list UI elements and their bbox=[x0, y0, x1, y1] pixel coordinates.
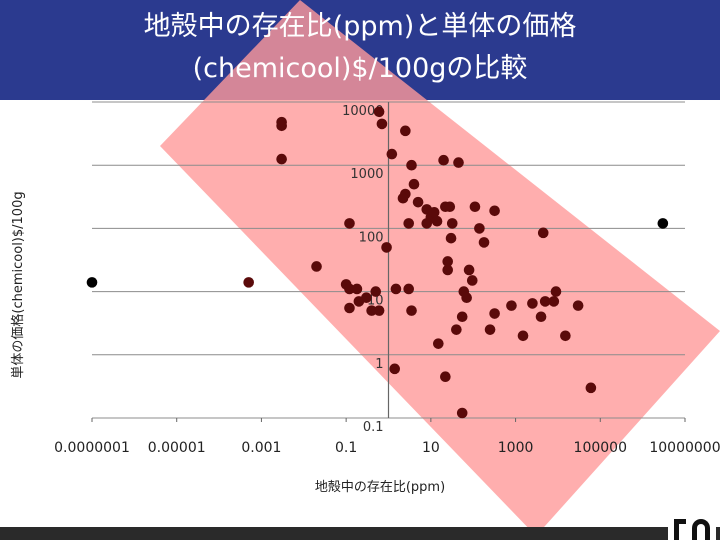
data-point bbox=[550, 286, 562, 297]
data-point bbox=[456, 407, 468, 419]
data-point bbox=[489, 308, 500, 319]
data-point bbox=[344, 283, 355, 295]
data-point bbox=[453, 157, 464, 168]
y-tick-label: 100 bbox=[359, 230, 384, 245]
data-point bbox=[86, 277, 98, 288]
data-point bbox=[445, 232, 457, 244]
y-axis-title: 単体の価格(chemicool)$/100g bbox=[10, 191, 26, 378]
data-point bbox=[373, 106, 385, 118]
y-tick-label: 1000 bbox=[350, 167, 383, 182]
data-point bbox=[376, 118, 388, 130]
x-tick-label: 10000000 bbox=[649, 440, 720, 456]
data-point bbox=[466, 275, 478, 286]
footer-strip bbox=[0, 527, 720, 540]
data-point bbox=[548, 296, 560, 307]
data-point bbox=[431, 215, 443, 227]
data-point bbox=[397, 192, 409, 204]
data-point bbox=[478, 237, 490, 248]
data-point bbox=[474, 223, 485, 234]
y-tick-label: 1 bbox=[375, 357, 383, 372]
data-point bbox=[406, 305, 417, 316]
data-point bbox=[370, 286, 382, 297]
data-point bbox=[421, 218, 433, 229]
corner-logo bbox=[668, 515, 716, 540]
data-point bbox=[456, 311, 468, 323]
data-point bbox=[440, 371, 451, 383]
data-point bbox=[539, 296, 551, 307]
data-point bbox=[389, 363, 400, 375]
data-point bbox=[243, 277, 254, 288]
data-point bbox=[351, 283, 363, 295]
data-point bbox=[484, 324, 496, 335]
x-tick-labels: 0.0000001 0.00001 0.001 0.1 10 1000 100000 1000… bbox=[54, 418, 720, 456]
data-point bbox=[657, 218, 669, 229]
data-points bbox=[86, 106, 669, 419]
data-point bbox=[461, 292, 472, 304]
slide-title: 地殻中の存在比(ppm)と単体の価格 (chemicool)$/100gの比較 bbox=[0, 6, 720, 90]
data-point bbox=[444, 201, 456, 213]
x-tick-label: 10 bbox=[422, 440, 440, 456]
data-point bbox=[403, 218, 415, 229]
data-point bbox=[433, 338, 444, 349]
x-tick-label: 0.0000001 bbox=[54, 440, 130, 456]
logo-arch-icon bbox=[692, 519, 710, 540]
data-point bbox=[463, 264, 475, 276]
data-point bbox=[535, 311, 547, 323]
data-point bbox=[381, 242, 392, 253]
y-tick-label: 10000 bbox=[342, 104, 383, 119]
x-tick-label: 1000 bbox=[498, 440, 534, 456]
data-point bbox=[446, 218, 458, 229]
data-point bbox=[412, 196, 424, 208]
data-point bbox=[373, 305, 385, 316]
data-point bbox=[344, 302, 355, 314]
data-point bbox=[506, 300, 517, 311]
x-tick-label: 0.001 bbox=[241, 440, 281, 456]
slide-title-line-1: 地殻中の存在比(ppm)と単体の価格 bbox=[143, 11, 577, 42]
data-point bbox=[276, 153, 287, 165]
data-point bbox=[276, 120, 287, 132]
data-point bbox=[408, 178, 420, 190]
data-point bbox=[428, 206, 440, 218]
highlight-band bbox=[160, 0, 720, 536]
data-point bbox=[585, 382, 597, 394]
data-point bbox=[537, 227, 549, 239]
data-point bbox=[400, 125, 411, 137]
data-point bbox=[489, 205, 500, 217]
data-point bbox=[344, 218, 355, 229]
data-point bbox=[560, 330, 571, 342]
slide-title-line-2: (chemicool)$/100gの比較 bbox=[192, 53, 528, 84]
data-point bbox=[311, 261, 322, 272]
x-tick-label: 0.1 bbox=[335, 440, 357, 456]
data-point bbox=[406, 159, 417, 171]
data-point bbox=[366, 305, 377, 316]
logo-mark-icon bbox=[674, 519, 686, 540]
data-point bbox=[361, 292, 372, 304]
x-tick-label: 0.00001 bbox=[148, 440, 206, 456]
y-tick-label: 0.1 bbox=[363, 420, 384, 435]
data-point bbox=[386, 148, 398, 160]
data-point bbox=[469, 201, 481, 213]
data-point bbox=[438, 154, 449, 166]
data-point bbox=[442, 264, 454, 276]
x-tick-label: 100000 bbox=[574, 440, 627, 456]
data-point bbox=[390, 283, 402, 295]
data-point bbox=[572, 300, 584, 311]
data-point bbox=[527, 298, 538, 309]
data-point bbox=[442, 256, 454, 267]
data-point bbox=[403, 283, 415, 295]
data-point bbox=[517, 330, 529, 342]
x-axis-title: 地殻中の存在比(ppm) bbox=[315, 480, 445, 495]
data-point bbox=[451, 324, 462, 335]
